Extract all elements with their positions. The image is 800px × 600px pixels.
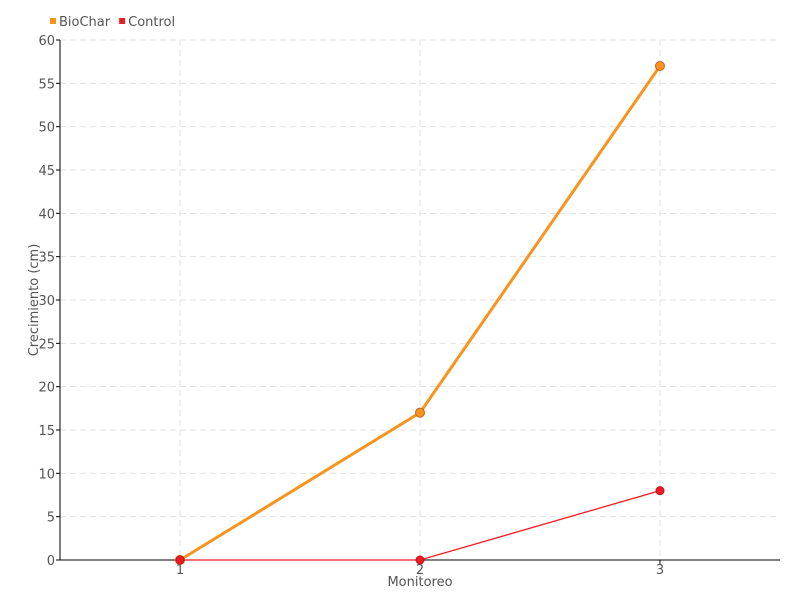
y-tick-label: 45 [38, 164, 55, 179]
legend-swatch-biochar [50, 18, 56, 24]
y-tick-label: 40 [38, 207, 55, 222]
x-tick-label: 3 [656, 563, 664, 578]
y-tick-label: 55 [38, 77, 55, 92]
y-tick-label: 50 [38, 121, 55, 136]
x-axis-label: Monitoreo [387, 575, 452, 590]
data-point-control [415, 555, 425, 565]
legend: BioChar Control [50, 15, 175, 30]
legend-label-biochar: BioChar [59, 15, 111, 30]
axes: 0 5 10 15 20 25 30 35 40 45 50 55 60 1 2 3 [38, 34, 780, 578]
y-axis-label: Crecimiento (cm) [27, 244, 42, 357]
data-point-control [655, 486, 665, 496]
legend-label-control: Control [128, 15, 175, 30]
data-point-control [175, 555, 185, 565]
data-point-biochar [415, 407, 425, 418]
grid [60, 39, 780, 560]
x-tick-label: 1 [176, 563, 184, 578]
y-tick-label: 10 [38, 467, 55, 482]
y-tick-label: 0 [47, 554, 55, 569]
y-tick-label: 60 [38, 34, 55, 49]
y-tick-label: 5 [47, 511, 55, 526]
y-tick-label: 35 [38, 251, 55, 266]
legend-swatch-control [119, 18, 126, 24]
y-tick-label: 15 [38, 424, 55, 439]
y-tick-label: 30 [38, 294, 55, 309]
data-point-biochar [655, 61, 665, 71]
x-tick-label: 2 [416, 563, 424, 578]
y-tick-label: 20 [38, 381, 55, 396]
series-group [175, 61, 665, 565]
y-tick-label: 25 [38, 337, 55, 352]
